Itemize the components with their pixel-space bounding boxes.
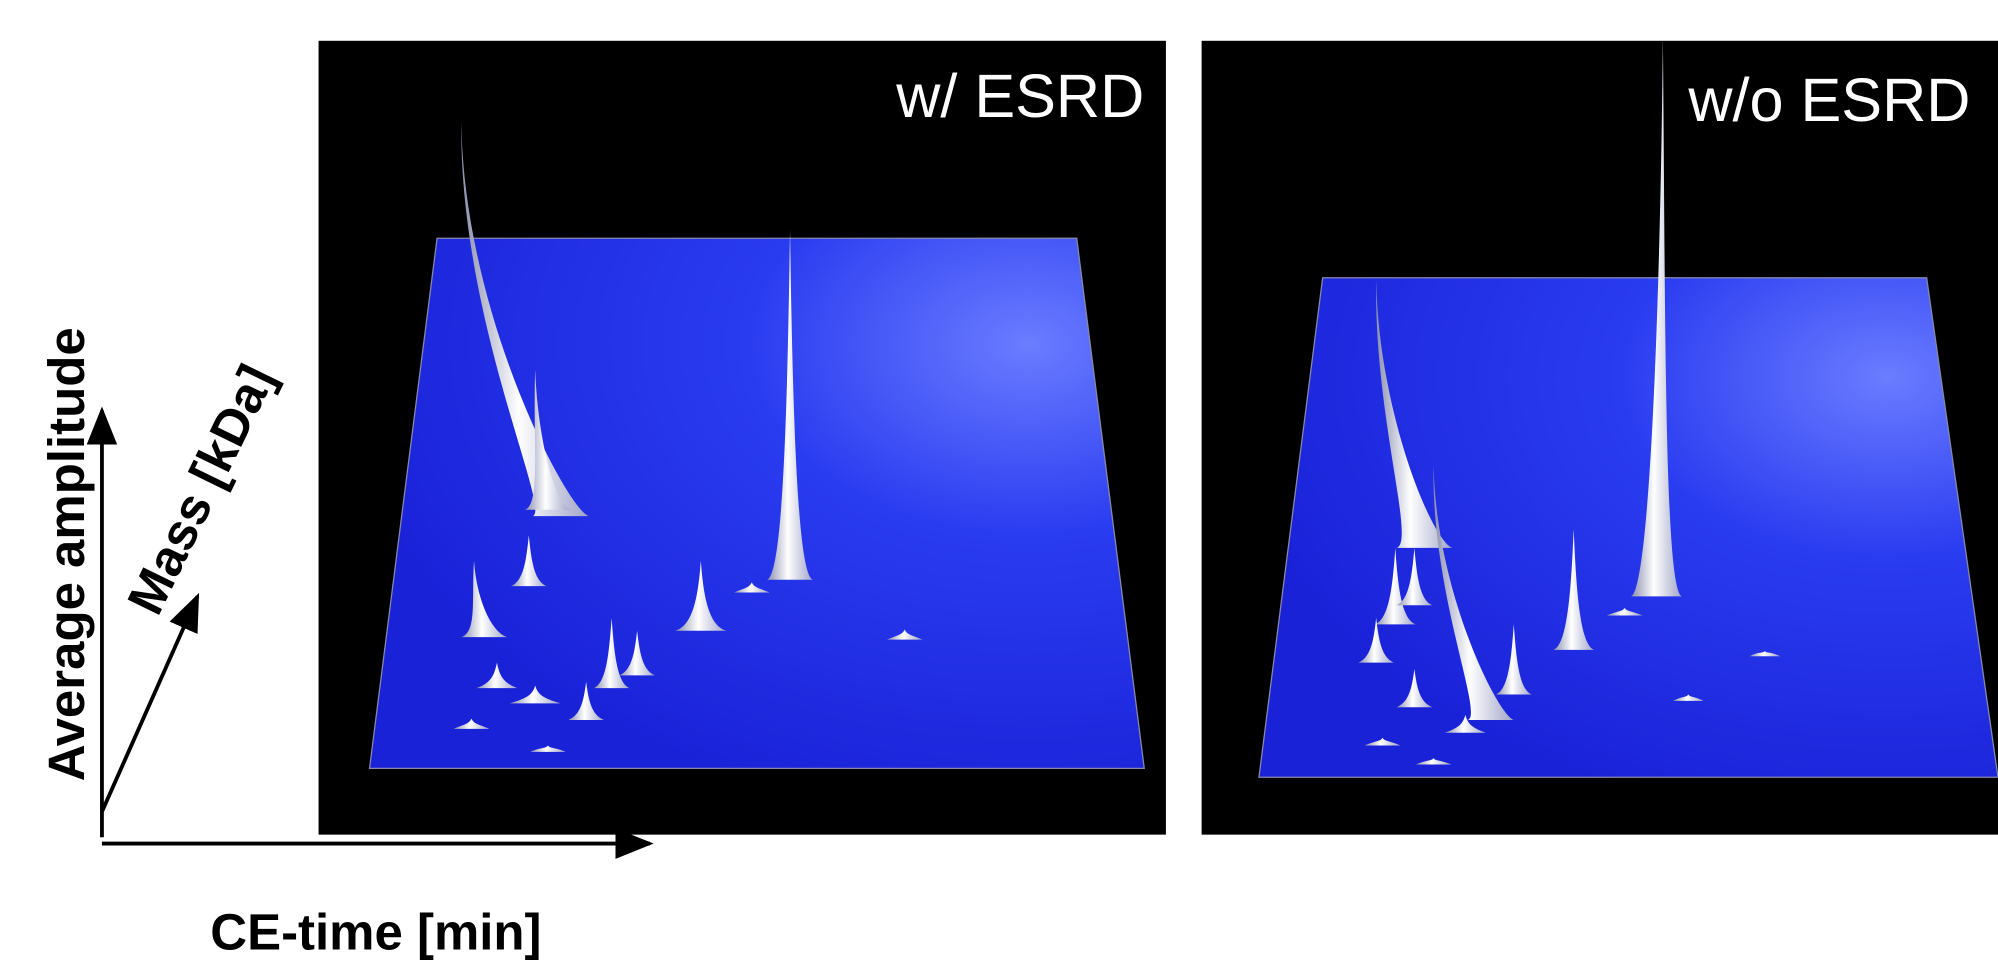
axis-label: Average amplitude [38, 327, 95, 781]
axis-label: CE-time [min] [210, 903, 541, 960]
panel-label: w/o ESRD [1687, 66, 1970, 134]
figure: w/ ESRD w/o ESRD Average amplitude Mass … [0, 0, 1998, 971]
panel-right: w/o ESRD [1202, 36, 1998, 835]
panel-left: w/ ESRD [319, 41, 1166, 835]
panel-label: w/ ESRD [895, 62, 1144, 130]
axis-label: Mass [kDa] [116, 356, 285, 623]
page: w/ ESRD w/o ESRD Average amplitude Mass … [0, 0, 1998, 971]
